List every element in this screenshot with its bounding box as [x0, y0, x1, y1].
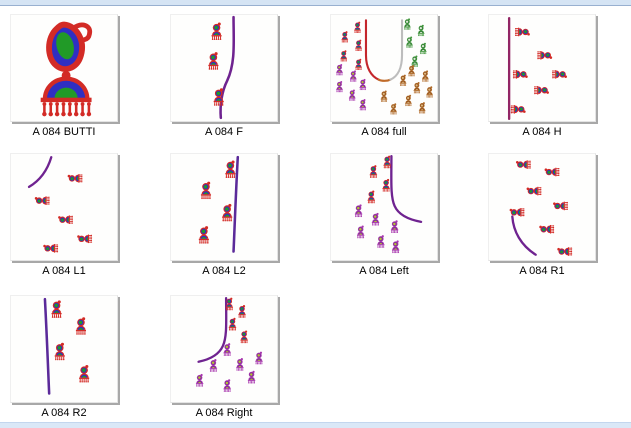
file-thumbnail[interactable] [488, 14, 596, 122]
embroidery-design-preview [40, 21, 93, 117]
file-name-label[interactable]: A 084 F [205, 126, 243, 138]
file-item[interactable]: A 084 Left [330, 153, 438, 278]
file-thumbnail[interactable] [10, 14, 118, 122]
file-name-label[interactable]: A 084 Left [359, 265, 409, 277]
file-name-label[interactable]: A 084 full [361, 126, 407, 138]
file-item[interactable]: A 084 H [488, 14, 596, 139]
embroidery-design-preview [198, 155, 240, 253]
embroidery-design-preview [27, 156, 93, 253]
file-item[interactable]: A 084 F [170, 14, 278, 139]
embroidery-design-preview [354, 154, 423, 254]
file-name-label[interactable]: A 084 H [522, 126, 562, 138]
file-item[interactable]: A 084 BUTTI [10, 14, 118, 139]
file-name-label[interactable]: A 084 R2 [41, 407, 87, 419]
file-item[interactable]: A 084 R2 [10, 295, 118, 420]
file-thumbnail[interactable] [10, 295, 118, 403]
bottom-border-strip [0, 422, 631, 428]
file-thumbnail[interactable] [330, 14, 438, 122]
file-name-label[interactable]: A 084 R1 [519, 265, 565, 277]
file-item[interactable]: A 084 full [330, 14, 438, 139]
embroidery-design-preview [509, 160, 573, 256]
file-thumbnail[interactable] [170, 295, 278, 403]
file-item[interactable]: A 084 R1 [488, 153, 596, 278]
file-thumbnail[interactable] [330, 153, 438, 261]
file-item[interactable]: A 084 Right [170, 295, 278, 420]
top-border-strip [0, 0, 631, 6]
file-name-label[interactable]: A 084 L1 [42, 265, 86, 277]
embroidery-design-preview [507, 17, 567, 121]
file-name-label[interactable]: A 084 L2 [202, 265, 246, 277]
file-item[interactable]: A 084 L1 [10, 153, 118, 278]
file-thumbnail[interactable] [170, 14, 278, 122]
file-name-label[interactable]: A 084 Right [195, 407, 253, 419]
embroidery-design-preview [336, 18, 433, 115]
file-item[interactable]: A 084 L2 [170, 153, 278, 278]
file-thumbnail[interactable] [170, 153, 278, 261]
embroidery-design-preview [43, 297, 90, 395]
file-thumbnail[interactable] [488, 153, 596, 261]
embroidery-design-preview [208, 15, 236, 120]
file-name-label[interactable]: A 084 BUTTI [32, 126, 96, 138]
file-thumbnail[interactable] [10, 153, 118, 261]
embroidery-design-preview [195, 296, 263, 392]
